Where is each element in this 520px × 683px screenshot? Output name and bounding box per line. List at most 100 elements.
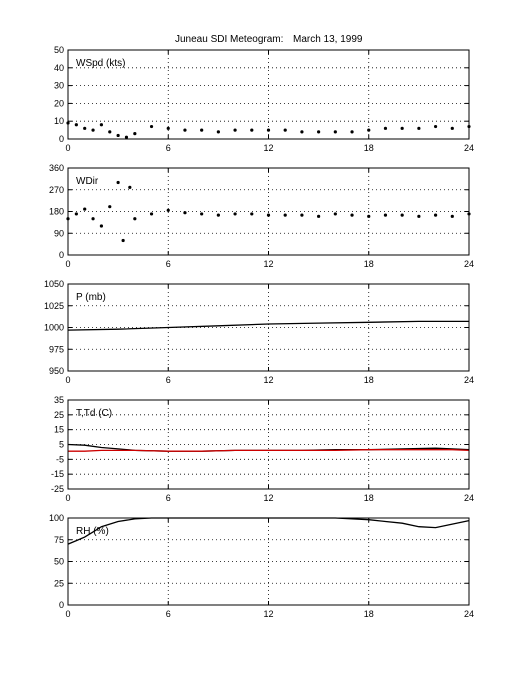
pressure-panel: 0 6 12 18 24 950 975 1000 1025 1050 P (mb) — [44, 279, 474, 385]
wdir-xtick-label: 12 — [263, 259, 273, 269]
wspd-point — [108, 130, 112, 134]
rh-panel: 0 6 12 18 24 0 25 50 75 100 RH (%) — [49, 513, 474, 619]
wspd-point — [233, 128, 237, 132]
wspd-point — [250, 128, 254, 132]
rh-ytick-label: 75 — [54, 535, 64, 545]
rh-ytick-label: 0 — [59, 600, 64, 610]
wdir-point — [183, 211, 187, 215]
wspd-point — [400, 126, 404, 130]
wdir-ytick-label: 0 — [59, 250, 64, 260]
pressure-xtick-label: 24 — [464, 375, 474, 385]
figure-date: March 13, 1999 — [293, 34, 363, 45]
wdir-xtick-label: 0 — [65, 259, 70, 269]
figure-title: Juneau SDI Meteogram: — [175, 34, 283, 45]
wspd-point — [450, 126, 454, 130]
wdir-point — [108, 205, 112, 209]
wdir-point — [417, 214, 421, 218]
wspd-ytick-label: 30 — [54, 81, 64, 91]
pressure-xtick-label: 18 — [364, 375, 374, 385]
temp-dewpoint-ytick-label: -25 — [51, 484, 64, 494]
wdir-point — [266, 213, 271, 217]
wdir-xtick-label: 6 — [166, 259, 171, 269]
wspd-ytick-label: 20 — [54, 98, 64, 108]
temp-dewpoint-ytick-label: 15 — [54, 425, 64, 435]
wdir-point — [128, 185, 132, 189]
wspd-point — [216, 130, 220, 134]
wspd-point — [74, 123, 78, 127]
temp-dewpoint-ytick-label: 5 — [59, 440, 64, 450]
wspd-axes-box — [67, 49, 470, 140]
temp-dewpoint-xtick-label: 12 — [263, 493, 273, 503]
wdir-ytick-label: 90 — [54, 228, 64, 238]
rh-ytick-label: 25 — [54, 578, 64, 588]
wdir-point — [367, 214, 371, 218]
wdir-point — [333, 212, 337, 216]
wspd-ytick-label: 0 — [59, 134, 64, 144]
wdir-point — [350, 213, 354, 217]
temp-dewpoint-xtick-label: 24 — [464, 493, 474, 503]
wdir-ytick-label: 180 — [49, 207, 64, 217]
pressure-ytick-label: 1000 — [44, 323, 64, 333]
wdir-point — [283, 213, 287, 217]
wspd-point — [99, 123, 104, 127]
rh-xtick-label: 12 — [263, 609, 273, 619]
pressure-ytick-label: 1050 — [44, 279, 64, 289]
wspd-label: WSpd (kts) — [76, 58, 125, 69]
wspd-point — [283, 128, 287, 132]
wdir-point — [250, 212, 254, 216]
wspd-panel: 0 6 12 18 24 0 10 20 30 40 50 WSpd (kts) — [54, 45, 474, 153]
pressure-ytick-label: 950 — [49, 366, 64, 376]
wdir-point — [149, 212, 154, 216]
wdir-point — [300, 213, 304, 217]
wdir-ytick-label: 270 — [49, 185, 64, 195]
pressure-label: P (mb) — [76, 292, 106, 303]
temp-dewpoint-ytick-label: -15 — [51, 469, 64, 479]
wspd-point — [300, 130, 304, 134]
temp-dewpoint-xtick-label: 18 — [364, 493, 374, 503]
temp-dewpoint-series-line — [68, 449, 470, 452]
wdir-ytick-label: 360 — [49, 163, 64, 173]
wdir-xtick-label: 24 — [464, 259, 474, 269]
wspd-point — [433, 124, 438, 129]
wdir-point — [74, 212, 78, 216]
pressure-xtick-label: 6 — [166, 375, 171, 385]
temp-dewpoint-ytick-label: -5 — [56, 454, 64, 464]
temp-dewpoint-xtick-label: 0 — [65, 493, 70, 503]
pressure-xtick-label: 12 — [263, 375, 273, 385]
wdir-point — [400, 213, 404, 217]
wspd-point — [166, 126, 170, 130]
wspd-ytick-label: 10 — [54, 116, 64, 126]
rh-xtick-label: 0 — [65, 609, 70, 619]
wspd-xtick-label: 18 — [364, 143, 374, 153]
wdir-point — [91, 217, 95, 221]
temp-dewpoint-ytick-label: 35 — [54, 395, 64, 405]
wdir-point — [233, 212, 237, 216]
temp-dewpoint-ytick-label: 25 — [54, 410, 64, 420]
wspd-point — [91, 128, 95, 132]
wspd-point — [317, 130, 321, 134]
temp-dewpoint-panel: 0 6 12 18 24 -25 -15 -5 5 15 25 35 T,Td (C) — [51, 395, 474, 503]
rh-xtick-label: 24 — [464, 609, 474, 619]
temp-dewpoint-label: T,Td (C) — [76, 408, 112, 419]
wdir-point — [317, 214, 321, 218]
wspd-point — [367, 128, 371, 132]
pressure-series-line — [67, 320, 469, 331]
wspd-point — [116, 133, 120, 138]
wspd-point — [417, 126, 421, 130]
wdir-point — [121, 238, 125, 243]
wdir-label: WDir — [76, 176, 99, 187]
wdir-point — [216, 213, 220, 217]
wdir-xtick-label: 18 — [364, 259, 374, 269]
wspd-ytick-label: 50 — [54, 45, 64, 55]
rh-ytick-label: 100 — [49, 513, 64, 523]
wspd-xtick-label: 0 — [65, 143, 70, 153]
wdir-point — [116, 180, 120, 185]
wdir-point — [99, 224, 104, 228]
pressure-axes-box — [67, 283, 470, 372]
temp-dewpoint-xtick-label: 6 — [166, 493, 171, 503]
wdir-axes-box — [67, 167, 470, 256]
wspd-point — [383, 126, 388, 130]
wspd-point — [350, 130, 354, 134]
rh-axes-box — [67, 517, 470, 606]
